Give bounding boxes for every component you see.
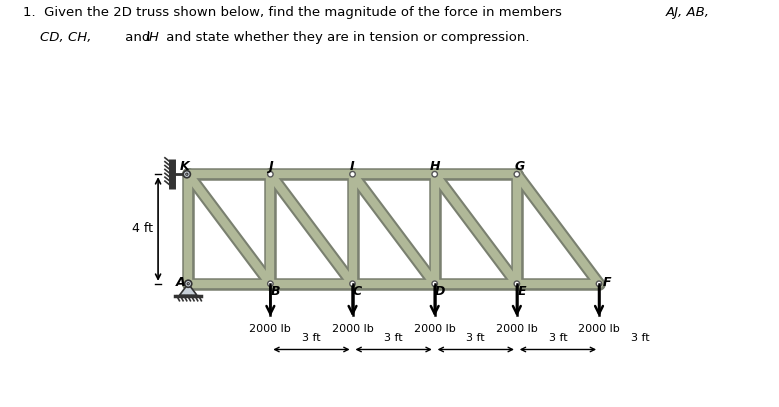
Text: H: H <box>429 160 440 173</box>
Circle shape <box>268 281 273 287</box>
Text: IH: IH <box>146 31 160 44</box>
Circle shape <box>350 281 355 287</box>
Text: E: E <box>517 285 526 298</box>
Text: CD, CH,: CD, CH, <box>23 31 92 44</box>
Text: 3 ft: 3 ft <box>384 333 403 344</box>
Text: 2000 lb: 2000 lb <box>578 324 620 334</box>
Text: B: B <box>270 285 280 298</box>
Circle shape <box>187 283 189 285</box>
Text: 2000 lb: 2000 lb <box>496 324 538 334</box>
Text: 4 ft: 4 ft <box>132 223 153 236</box>
Text: A: A <box>176 276 185 289</box>
Text: J: J <box>268 160 273 173</box>
Circle shape <box>183 171 190 178</box>
Circle shape <box>514 281 520 287</box>
Text: K: K <box>180 160 190 173</box>
Text: 2000 lb: 2000 lb <box>332 324 373 334</box>
Text: D: D <box>435 285 445 298</box>
Text: 3 ft: 3 ft <box>548 333 567 344</box>
Circle shape <box>514 171 520 177</box>
Circle shape <box>596 281 601 287</box>
Text: C: C <box>353 285 362 298</box>
Text: 3 ft: 3 ft <box>302 333 321 344</box>
Text: 1.  Given the 2D truss shown below, find the magnitude of the force in members: 1. Given the 2D truss shown below, find … <box>23 6 566 19</box>
Circle shape <box>268 171 273 177</box>
Circle shape <box>432 281 438 287</box>
Text: and: and <box>121 31 154 44</box>
Text: and state whether they are in tension or compression.: and state whether they are in tension or… <box>162 31 530 44</box>
Text: 3 ft: 3 ft <box>467 333 485 344</box>
Text: I: I <box>351 160 355 173</box>
Circle shape <box>185 173 188 175</box>
Text: G: G <box>515 160 525 173</box>
Text: 2000 lb: 2000 lb <box>249 324 291 334</box>
Circle shape <box>350 171 355 177</box>
Text: 3 ft: 3 ft <box>631 333 650 344</box>
Text: 2000 lb: 2000 lb <box>414 324 456 334</box>
Polygon shape <box>179 284 197 295</box>
Text: AJ, AB,: AJ, AB, <box>666 6 710 19</box>
Circle shape <box>432 171 438 177</box>
Circle shape <box>185 280 192 287</box>
Text: F: F <box>603 276 612 289</box>
